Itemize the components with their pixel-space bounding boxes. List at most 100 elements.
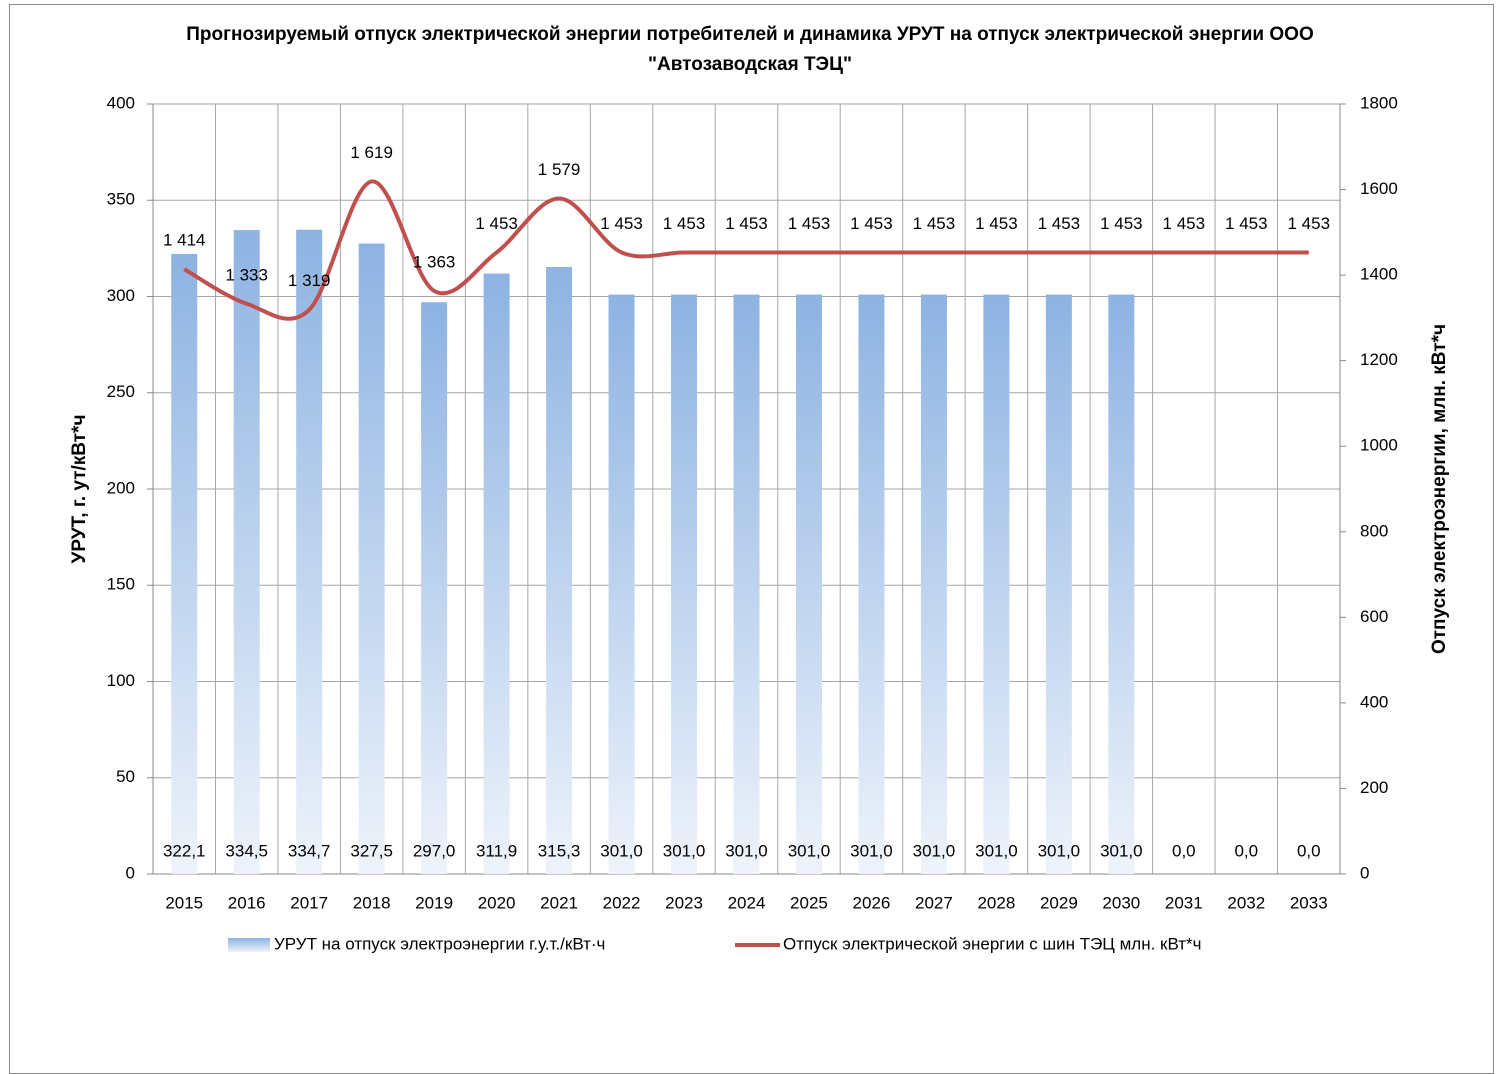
bar xyxy=(171,253,198,874)
y2-tick-label: 200 xyxy=(1360,778,1388,797)
x-tick-label: 2026 xyxy=(853,893,891,912)
legend-swatch xyxy=(228,938,270,952)
x-tick-label: 2017 xyxy=(290,893,328,912)
x-tick-label: 2028 xyxy=(977,893,1015,912)
line xyxy=(183,179,1309,321)
line-value-label: 1 453 xyxy=(788,214,831,233)
bar-value-label: 0,0 xyxy=(1297,841,1321,860)
bar xyxy=(608,294,635,874)
y-tick-label: 50 xyxy=(116,767,135,786)
y2-axis-label: Отпуск электроэнергии, млн. кВт*ч xyxy=(1429,324,1450,654)
x-tick-label: 2016 xyxy=(228,893,266,912)
line-value-label: 1 453 xyxy=(975,214,1018,233)
bar-value-label: 327,5 xyxy=(350,841,393,860)
bar-value-label: 301,0 xyxy=(1100,841,1143,860)
x-tick-label: 2020 xyxy=(478,893,516,912)
y2-tick-label: 400 xyxy=(1360,692,1388,711)
x-tick-label: 2022 xyxy=(603,893,641,912)
bar xyxy=(920,294,947,874)
y-tick-label: 250 xyxy=(107,382,135,401)
x-tick-label: 2024 xyxy=(728,893,766,912)
y2-tick-label: 0 xyxy=(1360,863,1369,882)
bar xyxy=(421,302,448,874)
bar xyxy=(733,294,760,874)
line-value-label: 1 319 xyxy=(288,271,331,290)
line-value-label: 1 453 xyxy=(600,214,643,233)
bar-value-label: 301,0 xyxy=(788,841,831,860)
x-tick-label: 2015 xyxy=(165,893,203,912)
bar xyxy=(483,273,510,874)
bar-value-label: 315,3 xyxy=(538,841,581,860)
line-value-label: 1 363 xyxy=(413,252,456,271)
bar-value-label: 0,0 xyxy=(1172,841,1196,860)
line-value-label: 1 619 xyxy=(350,143,393,162)
line-value-label: 1 453 xyxy=(1225,214,1268,233)
y-tick-label: 300 xyxy=(107,286,135,305)
line-value-label: 1 453 xyxy=(1100,214,1143,233)
x-tick-label: 2030 xyxy=(1102,893,1140,912)
line-value-label: 1 579 xyxy=(538,160,581,179)
bar xyxy=(858,294,885,874)
bar-value-label: 301,0 xyxy=(975,841,1018,860)
x-tick-label: 2018 xyxy=(353,893,391,912)
bar-value-label: 301,0 xyxy=(850,841,893,860)
bar xyxy=(546,267,573,874)
y2-tick-label: 600 xyxy=(1360,607,1388,626)
line-value-label: 1 453 xyxy=(663,214,706,233)
x-tick-label: 2023 xyxy=(665,893,703,912)
y2-tick-label: 1600 xyxy=(1360,179,1398,198)
bar xyxy=(358,243,385,874)
bar xyxy=(983,294,1010,874)
line-value-label: 1 453 xyxy=(475,214,518,233)
y-tick-label: 150 xyxy=(107,575,135,594)
bar xyxy=(296,229,323,874)
y-axis-label: УРУТ, г. ут/кВт*ч xyxy=(69,415,90,564)
x-tick-label: 2032 xyxy=(1227,893,1265,912)
bar xyxy=(1108,294,1135,874)
legend-label: Отпуск электрической энергии с шин ТЭЦ м… xyxy=(783,934,1202,953)
line-value-label: 1 453 xyxy=(1287,214,1330,233)
x-tick-label: 2033 xyxy=(1290,893,1328,912)
line-value-label: 1 453 xyxy=(1163,214,1206,233)
line-value-label: 1 453 xyxy=(1038,214,1081,233)
x-tick-label: 2025 xyxy=(790,893,828,912)
bar-value-label: 322,1 xyxy=(163,841,206,860)
bar-value-label: 334,7 xyxy=(288,841,331,860)
line-value-label: 1 414 xyxy=(163,231,206,250)
y2-tick-label: 1000 xyxy=(1360,436,1398,455)
line-value-label: 1 453 xyxy=(850,214,893,233)
bar-value-label: 301,0 xyxy=(913,841,956,860)
x-tick-label: 2019 xyxy=(415,893,453,912)
line-value-label: 1 453 xyxy=(913,214,956,233)
y2-tick-label: 1200 xyxy=(1360,350,1398,369)
y-tick-label: 0 xyxy=(126,863,135,882)
bar-value-label: 301,0 xyxy=(600,841,643,860)
y2-tick-label: 1800 xyxy=(1360,93,1398,112)
y-tick-label: 200 xyxy=(107,478,135,497)
bar-value-label: 301,0 xyxy=(663,841,706,860)
bar-value-label: 311,9 xyxy=(476,841,517,860)
legend-label: УРУТ на отпуск электроэнергии г.у.т./кВт… xyxy=(274,934,605,953)
chart-title: Прогнозируемый отпуск электрической энер… xyxy=(186,24,1314,75)
bar-value-label: 334,5 xyxy=(225,841,268,860)
y-tick-label: 400 xyxy=(107,93,135,112)
bar-value-label: 301,0 xyxy=(1038,841,1081,860)
x-tick-label: 2027 xyxy=(915,893,953,912)
x-tick-label: 2029 xyxy=(1040,893,1078,912)
line-value-label: 1 453 xyxy=(725,214,768,233)
x-tick-label: 2021 xyxy=(540,893,578,912)
line-value-label: 1 333 xyxy=(225,265,268,284)
bar-value-label: 0,0 xyxy=(1234,841,1258,860)
y-tick-label: 350 xyxy=(107,190,135,209)
y2-tick-label: 1400 xyxy=(1360,265,1398,284)
bar-value-label: 297,0 xyxy=(413,841,456,860)
bar xyxy=(233,230,260,874)
x-tick-label: 2031 xyxy=(1165,893,1203,912)
bar xyxy=(671,294,698,874)
bar xyxy=(795,294,822,874)
bar xyxy=(1045,294,1072,874)
bar-value-label: 301,0 xyxy=(725,841,768,860)
y-tick-label: 100 xyxy=(107,671,135,690)
